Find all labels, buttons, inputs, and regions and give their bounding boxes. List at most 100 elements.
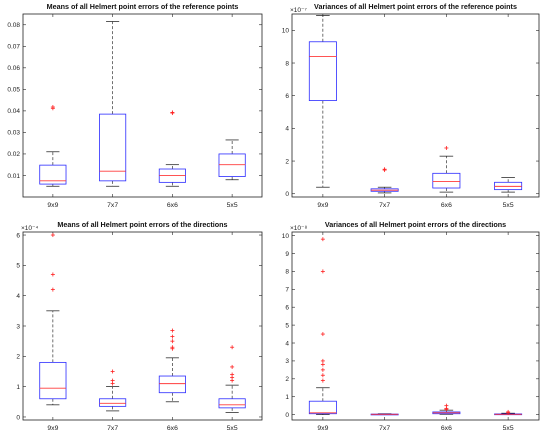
box-group-9x9 xyxy=(39,105,67,187)
y-tick-label: 0.01 xyxy=(7,173,20,180)
chart-panel-4: Variances of all Helmert point errors of… xyxy=(282,220,540,432)
x-tick-label: 9x9 xyxy=(47,202,58,209)
iqr-box xyxy=(308,400,337,415)
y-tick-label: 10 xyxy=(282,28,290,35)
y-tick-label: 9 xyxy=(285,251,289,258)
y-tick-label: 4 xyxy=(285,340,289,347)
y-tick-label: 1 xyxy=(285,394,289,401)
box-group-5x5 xyxy=(218,345,246,413)
box-group-9x9 xyxy=(308,237,337,415)
outlier-point xyxy=(110,378,115,383)
outlier-point xyxy=(170,328,175,333)
outlier-point xyxy=(170,110,175,115)
box-group-7x7 xyxy=(370,413,399,416)
chart-panel-3: Means of all Helmert point errors of the… xyxy=(16,220,263,432)
x-tick-label: 6x6 xyxy=(441,425,452,432)
iqr-box xyxy=(218,398,246,409)
y-tick-label: 6 xyxy=(285,305,289,312)
chart-panel-1: Means of all Helmert point errors of the… xyxy=(7,2,263,209)
y-tick-label: 5 xyxy=(16,263,20,270)
x-tick-label: 5x5 xyxy=(227,425,238,432)
y-tick-label: 8 xyxy=(285,269,289,276)
outlier-point xyxy=(50,105,55,110)
iqr-box xyxy=(39,164,67,185)
y-tick-label: 6 xyxy=(16,232,20,239)
x-tick-label: 9x9 xyxy=(317,202,328,209)
iqr-box xyxy=(218,153,246,177)
outlier-point xyxy=(320,362,325,367)
y-tick-label: 0.04 xyxy=(7,108,20,115)
x-tick-label: 6x6 xyxy=(167,202,178,209)
box-group-6x6 xyxy=(432,403,461,415)
x-tick-label: 6x6 xyxy=(167,425,178,432)
y-tick-label: 8 xyxy=(285,60,289,67)
box-group-5x5 xyxy=(218,139,246,181)
outlier-point xyxy=(170,339,175,344)
outlier-point xyxy=(50,272,55,277)
box-group-5x5 xyxy=(494,177,523,193)
box-group-6x6 xyxy=(158,110,186,187)
x-tick-label: 7x7 xyxy=(107,202,118,209)
x-tick-label: 7x7 xyxy=(379,202,390,209)
y-tick-label: 0.06 xyxy=(7,65,20,72)
y-tick-label: 2 xyxy=(285,376,289,383)
x-tick-label: 7x7 xyxy=(379,425,390,432)
y-tick-label: 0 xyxy=(285,412,289,419)
y-tick-label: 1 xyxy=(16,384,20,391)
y-tick-label: 0.02 xyxy=(7,151,20,158)
outlier-point xyxy=(170,345,175,350)
y-tick-label: 5 xyxy=(285,322,289,329)
outlier-point xyxy=(320,378,325,383)
outlier-point xyxy=(230,345,235,350)
box-group-7x7 xyxy=(99,21,127,187)
y-tick-label: 0.07 xyxy=(7,44,20,51)
y-tick-label: 2 xyxy=(285,158,289,165)
chart-title: Variances of all Helmert point errors of… xyxy=(325,220,506,229)
box-group-9x9 xyxy=(308,15,337,188)
iqr-box xyxy=(432,172,461,189)
outlier-point xyxy=(320,358,325,363)
chart-title: Variances of all Helmert point errors of… xyxy=(314,2,517,11)
outlier-point xyxy=(50,287,55,292)
outlier-point xyxy=(320,269,325,274)
y-tick-label: 0.03 xyxy=(7,130,20,137)
box-group-9x9 xyxy=(39,233,67,406)
chart-title: Means of all Helmert point errors of the… xyxy=(47,2,239,11)
y-tick-label: 7 xyxy=(285,287,289,294)
axis-exponent-label: ×10⁻⁴ xyxy=(21,225,38,232)
outlier-point xyxy=(444,403,449,408)
x-tick-label: 9x9 xyxy=(317,425,328,432)
y-tick-label: 0.08 xyxy=(7,22,20,29)
outlier-point xyxy=(230,372,235,377)
outlier-point xyxy=(320,373,325,378)
axes-frame xyxy=(291,231,540,421)
axes-frame xyxy=(22,13,263,198)
axes-frame xyxy=(22,231,263,421)
x-tick-label: 6x6 xyxy=(441,202,452,209)
box-group-7x7 xyxy=(370,167,399,194)
x-tick-label: 5x5 xyxy=(503,202,514,209)
chart-title: Means of all Helmert point errors of the… xyxy=(57,220,227,229)
y-tick-label: 4 xyxy=(285,126,289,133)
x-tick-label: 5x5 xyxy=(503,425,514,432)
outlier-point xyxy=(170,334,175,339)
y-tick-label: 2 xyxy=(16,354,20,361)
box-group-5x5 xyxy=(494,409,523,416)
y-tick-label: 0 xyxy=(16,414,20,421)
y-tick-label: 3 xyxy=(285,358,289,365)
outlier-point xyxy=(320,237,325,242)
x-tick-label: 7x7 xyxy=(107,425,118,432)
outlier-point xyxy=(110,369,115,374)
iqr-box xyxy=(99,398,127,407)
y-tick-label: 3 xyxy=(16,323,20,330)
x-tick-label: 5x5 xyxy=(227,202,238,209)
chart-panel-2: Variances of all Helmert point errors of… xyxy=(282,2,540,209)
y-tick-label: 0.05 xyxy=(7,87,20,94)
box-group-7x7 xyxy=(99,369,127,412)
y-tick-label: 6 xyxy=(285,93,289,100)
iqr-box xyxy=(308,41,337,101)
outlier-point xyxy=(230,364,235,369)
box-group-6x6 xyxy=(158,328,186,403)
y-tick-label: 0 xyxy=(285,191,289,198)
